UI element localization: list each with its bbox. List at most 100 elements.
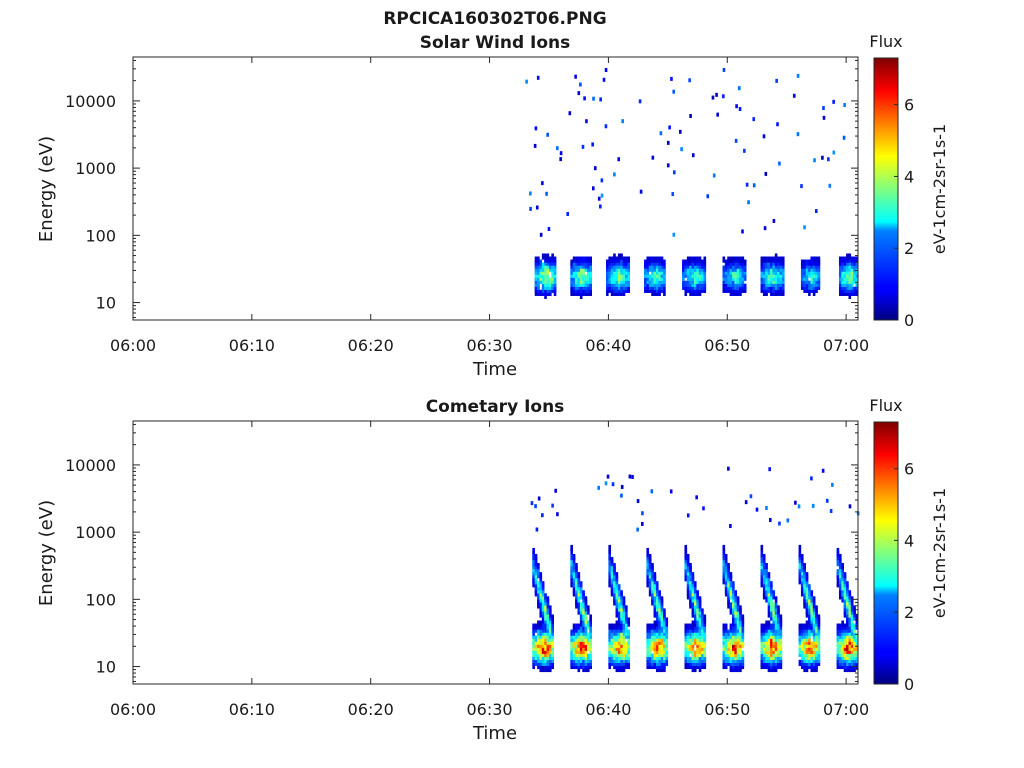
heatmap-cell [539, 602, 543, 609]
heatmap-cell [620, 590, 623, 597]
y-tick-label: 10000 [65, 456, 116, 475]
heatmap-cell [613, 623, 616, 630]
heatmap-cell [693, 650, 697, 657]
heatmap-cell [770, 268, 773, 275]
heatmap-cell [608, 623, 612, 630]
heatmap-cell [658, 271, 661, 278]
heatmap-cell [805, 274, 809, 281]
y-tick-label: 10000 [65, 92, 116, 111]
heatmap-cell [853, 623, 856, 630]
heatmap-cell [738, 107, 742, 112]
heatmap-cell [693, 581, 697, 588]
x-tick-label: 06:30 [467, 700, 513, 719]
heatmap-cell [850, 256, 854, 263]
heatmap-cell [581, 144, 585, 149]
heatmap-cell [544, 605, 547, 612]
heatmap-cell [663, 286, 666, 293]
heatmap-cell [599, 97, 602, 102]
heatmap-cell [541, 253, 545, 260]
heatmap-cell [838, 256, 842, 263]
heatmap-cell [544, 265, 547, 272]
colorbar-tick-label: 4 [904, 167, 914, 186]
x-tick-label: 06:40 [585, 700, 631, 719]
heatmap-cell [798, 550, 802, 558]
heatmap-cell [655, 277, 659, 284]
heatmap-cell [772, 590, 776, 597]
heatmap-cell [838, 656, 842, 664]
heatmap-cell [760, 544, 764, 552]
heatmap-cell [808, 259, 811, 266]
heatmap-cell [841, 620, 844, 627]
solar-wind-panel: Solar Wind Ions 06:00 06:10 06:20 06:30 06:4… [36, 32, 949, 380]
heatmap-cell [798, 659, 802, 667]
x-tick-label: 06:50 [704, 700, 750, 719]
heatmap-cell [712, 173, 716, 178]
heatmap-cell [777, 647, 780, 654]
heatmap-cell [770, 605, 773, 612]
heatmap-cell [832, 99, 835, 104]
heatmap-cell [582, 256, 585, 263]
panel-title: Cometary Ions [426, 397, 565, 417]
heatmap-cell [796, 132, 800, 137]
heatmap-cell [729, 602, 733, 609]
heatmap-cell [848, 617, 852, 624]
heatmap-cell [814, 209, 818, 214]
heatmap-cell [650, 489, 654, 494]
heatmap-cell [722, 623, 726, 630]
heatmap-cell [706, 194, 710, 199]
heatmap-cell [589, 271, 592, 278]
heatmap-cell [660, 256, 664, 263]
heatmap-cell [800, 553, 804, 561]
heatmap-cell [620, 253, 623, 260]
heatmap-cell [724, 553, 728, 561]
heatmap-cell [686, 553, 690, 561]
x-tick-label: 06:00 [110, 336, 156, 355]
heatmap-cell [546, 596, 550, 603]
heatmap-cell [658, 647, 661, 654]
heatmap-cell [570, 553, 573, 561]
heatmap-cell [803, 259, 806, 266]
heatmap-cell [734, 138, 738, 143]
heatmap-cell [691, 602, 695, 609]
heatmap-cell [691, 256, 695, 263]
heatmap-cell [658, 256, 661, 263]
heatmap-cell [794, 500, 797, 505]
heatmap-cell [548, 605, 552, 612]
heatmap-cell [627, 617, 631, 624]
x-tick-label: 07:00 [823, 700, 869, 719]
heatmap-cell [534, 126, 538, 131]
heatmap-cell [608, 566, 612, 573]
heatmap-cell [691, 153, 695, 158]
heatmap-cell [546, 268, 550, 275]
heatmap-cell [689, 656, 692, 664]
heatmap-cell [617, 584, 621, 591]
heatmap-cell [829, 509, 833, 514]
heatmap-cell [827, 157, 830, 162]
heatmap-cell [724, 656, 728, 664]
heatmap-cell [610, 268, 614, 275]
heatmap-cell [727, 629, 730, 636]
heatmap-cell [541, 656, 545, 664]
heatmap-cell [800, 184, 803, 189]
heatmap-cell [604, 124, 608, 129]
heatmap-cell [774, 623, 778, 630]
heatmap-cell [622, 268, 626, 275]
heatmap-cell [548, 653, 552, 660]
heatmap-cell [622, 596, 626, 603]
heatmap-cell [722, 256, 726, 263]
heatmap-cell [696, 256, 699, 263]
heatmap-cell [646, 256, 650, 263]
heatmap-cell [537, 569, 540, 576]
heatmap-cell [701, 653, 704, 660]
heatmap-cell [724, 623, 728, 630]
heatmap-cell [584, 644, 588, 651]
heatmap-cell [781, 256, 785, 263]
heatmap-cell [672, 232, 676, 237]
heatmap-cell [838, 623, 842, 630]
heatmap-cell [743, 148, 746, 153]
heatmap-cell [591, 186, 595, 191]
heatmap-cell [774, 253, 778, 260]
heatmap-cell [615, 256, 619, 263]
heatmap-cell [703, 626, 707, 633]
heatmap-cell [797, 504, 801, 509]
